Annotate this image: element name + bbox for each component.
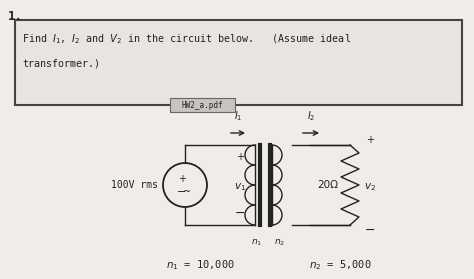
- Bar: [15, 20, 462, 105]
- Text: −: −: [235, 206, 245, 220]
- Text: Find $I_1$, $I_2$ and $V_2$ in the circuit below.   (Assume ideal: Find $I_1$, $I_2$ and $V_2$ in the circu…: [22, 32, 351, 45]
- Text: $v_1$: $v_1$: [234, 181, 246, 193]
- Text: 100V rms: 100V rms: [111, 180, 158, 190]
- Text: $n_2$ = 5,000: $n_2$ = 5,000: [309, 258, 371, 272]
- Text: +: +: [236, 152, 244, 162]
- Text: −: −: [365, 223, 375, 237]
- Bar: [170, 98, 235, 112]
- Text: ~: ~: [183, 187, 191, 197]
- Text: $v_2$: $v_2$: [364, 181, 376, 193]
- Text: $n_1$ = 10,000: $n_1$ = 10,000: [165, 258, 235, 272]
- Text: +: +: [366, 135, 374, 145]
- Text: 20Ω: 20Ω: [317, 180, 338, 190]
- Text: $n_1$: $n_1$: [251, 237, 263, 247]
- Text: +: +: [178, 174, 186, 184]
- Text: $n_2$: $n_2$: [274, 237, 285, 247]
- Text: $I_1$: $I_1$: [234, 109, 242, 123]
- Text: HW2_a.pdf: HW2_a.pdf: [181, 100, 223, 109]
- Text: 1.: 1.: [8, 10, 23, 23]
- Text: $I_2$: $I_2$: [307, 109, 315, 123]
- Text: transformer.): transformer.): [22, 58, 100, 68]
- Text: −: −: [177, 187, 187, 197]
